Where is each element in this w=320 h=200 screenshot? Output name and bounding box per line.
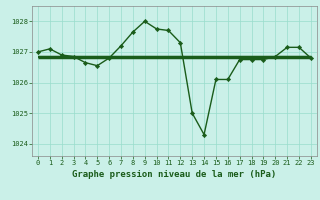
X-axis label: Graphe pression niveau de la mer (hPa): Graphe pression niveau de la mer (hPa) xyxy=(72,170,276,179)
